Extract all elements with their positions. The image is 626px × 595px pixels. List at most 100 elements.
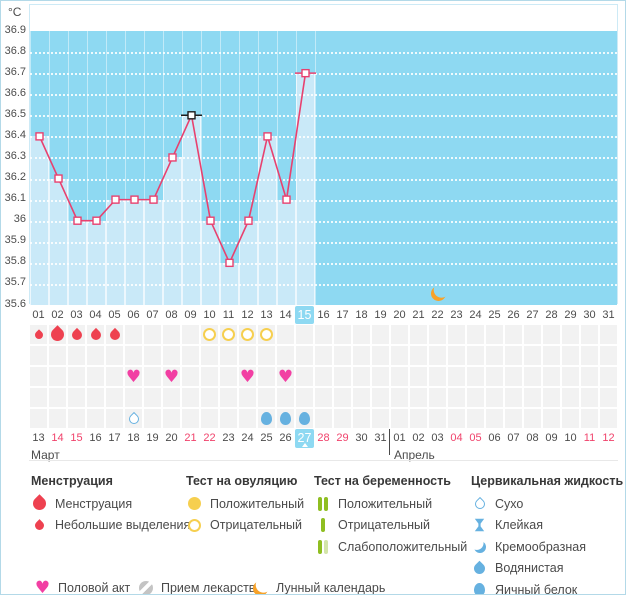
event-cell[interactable] — [600, 367, 617, 386]
event-cell[interactable] — [524, 325, 541, 344]
event-cell[interactable] — [391, 409, 408, 428]
event-cell[interactable] — [106, 346, 123, 365]
event-cell[interactable] — [486, 346, 503, 365]
event-cell[interactable] — [562, 325, 579, 344]
event-cell[interactable] — [524, 388, 541, 407]
event-cell[interactable] — [372, 409, 389, 428]
calendar-date-apr-01[interactable]: 01 — [393, 432, 406, 444]
event-cell[interactable] — [410, 409, 427, 428]
event-cell[interactable] — [448, 346, 465, 365]
event-cell[interactable] — [315, 409, 332, 428]
event-cell[interactable] — [562, 346, 579, 365]
event-cell[interactable] — [87, 388, 104, 407]
cycle-day-13[interactable]: 13 — [260, 309, 273, 321]
event-cell[interactable] — [201, 388, 218, 407]
event-cell[interactable] — [448, 409, 465, 428]
event-cell[interactable] — [505, 325, 522, 344]
temp-point-day-09[interactable] — [187, 111, 196, 120]
event-cell[interactable] — [49, 346, 66, 365]
event-cell[interactable] — [106, 409, 123, 428]
temp-point-day-06[interactable] — [130, 195, 139, 204]
event-cell[interactable] — [239, 346, 256, 365]
event-cell[interactable] — [315, 325, 332, 344]
event-cell[interactable] — [410, 346, 427, 365]
event-cell[interactable] — [562, 367, 579, 386]
event-cell[interactable] — [448, 325, 465, 344]
temp-point-day-07[interactable] — [149, 195, 158, 204]
event-cell[interactable] — [334, 346, 351, 365]
event-cell[interactable] — [372, 325, 389, 344]
calendar-date-mar-21[interactable]: 21 — [184, 432, 197, 444]
cycle-day-23[interactable]: 23 — [450, 309, 463, 321]
event-cell[interactable] — [49, 388, 66, 407]
calendar-date-apr-05[interactable]: 05 — [469, 432, 482, 444]
calendar-date-apr-04[interactable]: 04 — [450, 432, 463, 444]
cycle-day-09[interactable]: 09 — [184, 309, 197, 321]
calendar-date-mar-14[interactable]: 14 — [51, 432, 64, 444]
event-cell[interactable] — [30, 409, 47, 428]
calendar-date-mar-17[interactable]: 17 — [108, 432, 121, 444]
event-cell[interactable] — [353, 346, 370, 365]
cycle-day-29[interactable]: 29 — [564, 309, 577, 321]
temp-point-day-11[interactable] — [225, 258, 234, 268]
event-cell[interactable] — [182, 388, 199, 407]
temp-point-day-08[interactable] — [168, 153, 177, 162]
event-cell[interactable] — [372, 346, 389, 365]
event-cell[interactable] — [163, 325, 180, 344]
temp-point-day-02[interactable] — [54, 174, 63, 183]
event-cell[interactable] — [410, 367, 427, 386]
calendar-date-mar-30[interactable]: 30 — [355, 432, 368, 444]
event-cell[interactable] — [106, 367, 123, 386]
calendar-date-mar-15[interactable]: 15 — [70, 432, 83, 444]
event-cell[interactable] — [125, 346, 142, 365]
event-cell[interactable] — [467, 409, 484, 428]
event-cell[interactable] — [49, 409, 66, 428]
event-cell[interactable] — [391, 367, 408, 386]
temp-point-day-12[interactable] — [244, 216, 253, 225]
event-cell[interactable] — [125, 388, 142, 407]
calendar-date-mar-29[interactable]: 29 — [336, 432, 349, 444]
cycle-day-17[interactable]: 17 — [336, 309, 349, 321]
event-cell[interactable] — [391, 388, 408, 407]
event-cell[interactable] — [30, 388, 47, 407]
event-cell[interactable] — [372, 388, 389, 407]
event-cell[interactable] — [486, 367, 503, 386]
event-cell[interactable] — [144, 409, 161, 428]
temp-point-day-03[interactable] — [73, 216, 82, 225]
event-cell[interactable] — [372, 367, 389, 386]
event-cell[interactable] — [296, 325, 313, 344]
event-cell[interactable] — [505, 346, 522, 365]
event-cell[interactable] — [505, 388, 522, 407]
event-cell[interactable] — [467, 346, 484, 365]
event-cell[interactable] — [543, 325, 560, 344]
event-cell[interactable] — [505, 367, 522, 386]
cycle-day-20[interactable]: 20 — [393, 309, 406, 321]
event-cell[interactable] — [87, 367, 104, 386]
event-cell[interactable] — [182, 325, 199, 344]
event-cell[interactable] — [334, 388, 351, 407]
event-cell[interactable] — [467, 325, 484, 344]
event-cell[interactable] — [68, 388, 85, 407]
event-cell[interactable] — [391, 346, 408, 365]
temp-point-day-04[interactable] — [92, 216, 101, 225]
calendar-date-mar-16[interactable]: 16 — [89, 432, 102, 444]
event-cell[interactable] — [182, 367, 199, 386]
calendar-date-apr-02[interactable]: 02 — [412, 432, 425, 444]
calendar-date-mar-22[interactable]: 22 — [203, 432, 216, 444]
event-cell[interactable] — [220, 409, 237, 428]
cycle-day-10[interactable]: 10 — [203, 309, 216, 321]
cycle-day-11[interactable]: 11 — [222, 309, 235, 321]
cycle-day-03[interactable]: 03 — [70, 309, 83, 321]
event-cell[interactable] — [486, 409, 503, 428]
event-cell[interactable] — [239, 388, 256, 407]
event-cell[interactable] — [505, 409, 522, 428]
event-cell[interactable] — [315, 346, 332, 365]
event-cell[interactable] — [543, 409, 560, 428]
event-cell[interactable] — [296, 388, 313, 407]
temp-point-day-05[interactable] — [111, 195, 120, 204]
event-cell[interactable] — [581, 388, 598, 407]
calendar-date-mar-27[interactable]: 27 — [295, 429, 314, 448]
event-cell[interactable] — [334, 367, 351, 386]
event-cell[interactable] — [562, 409, 579, 428]
temp-point-day-01[interactable] — [35, 132, 44, 141]
